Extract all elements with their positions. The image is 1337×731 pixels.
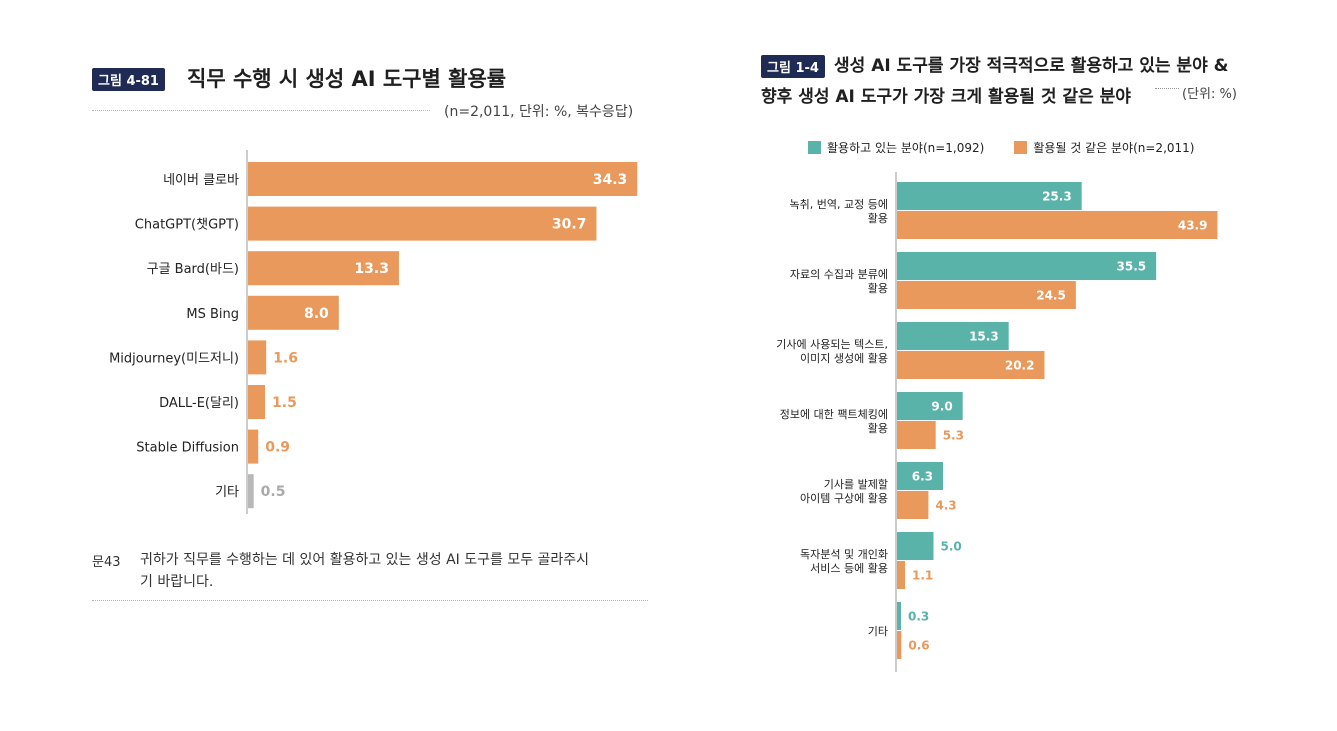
right-category-label: 기사를 발제할: [824, 478, 888, 491]
left-value-label: 0.9: [265, 440, 290, 456]
right-bar-future: [897, 561, 906, 589]
left-bar: [248, 251, 399, 286]
right-bar-future: [897, 491, 929, 519]
legend-swatch-orange: [1014, 141, 1028, 154]
right-figure-note: (단위: %): [1182, 87, 1237, 102]
question-divider: [92, 600, 648, 601]
right-bar-current: [897, 252, 1157, 280]
left-bar: [248, 429, 259, 464]
right-bar-current: [897, 602, 901, 630]
right-value-label: 0.6: [908, 639, 929, 653]
right-bar-future: [897, 281, 1076, 309]
question-text: 귀하가 직무를 수행하는 데 있어 활용하고 있는 생성 AI 도구를 모두 골…: [140, 549, 660, 593]
right-value-label: 9.0: [931, 400, 952, 414]
left-value-label: 13.3: [354, 261, 389, 277]
left-category-label: 네이버 클로바: [163, 173, 239, 188]
right-value-label: 5.3: [943, 429, 964, 443]
left-bar: [248, 206, 597, 241]
left-category-label: Stable Diffusion: [136, 441, 239, 456]
right-title-leader-dots: [1155, 88, 1179, 89]
left-category-label: 구글 Bard(바드): [147, 262, 239, 277]
right-category-label: 활용: [868, 211, 888, 225]
left-value-label: 0.5: [261, 484, 286, 500]
left-value-label: 1.6: [273, 350, 298, 366]
right-bar-current: [897, 392, 963, 420]
right-category-label: 정보에 대한 팩트체킹에: [780, 408, 888, 421]
right-bar-current: [897, 462, 943, 490]
left-bar-chart: 네이버 클로바 34.3 ChatGPT(챗GPT) 30.7 구글 Bard(바드) 1…: [109, 150, 638, 514]
right-value-label: 4.3: [935, 499, 956, 513]
right-bar-current: [897, 322, 1009, 350]
right-figure-title-line2: 향후 생성 AI 도구가 가장 크게 활용될 것 같은 분야: [761, 87, 1131, 107]
left-value-label: 34.3: [593, 172, 628, 188]
right-bar-future: [897, 351, 1045, 379]
right-chart-legend: 활용하고 있는 분야(n=1,092) 활용될 것 같은 분야(n=2,011): [808, 139, 1194, 156]
left-bar: [248, 340, 267, 375]
left-category-label: MS Bing: [186, 307, 239, 322]
right-bar-current: [897, 182, 1082, 210]
left-category-label: 기타: [215, 485, 239, 500]
right-category-label: 기사에 사용되는 텍스트,: [776, 338, 888, 351]
left-value-label: 30.7: [552, 217, 587, 233]
legend-swatch-teal: [808, 141, 821, 154]
legend-item-future: 활용될 것 같은 분야(n=2,011): [1014, 139, 1194, 156]
right-bar-current: [897, 532, 934, 560]
right-value-label: 25.3: [1042, 190, 1072, 204]
left-value-label: 8.0: [304, 306, 329, 322]
right-category-label: 활용: [868, 281, 888, 295]
left-value-label: 1.5: [272, 395, 297, 411]
left-title-divider: [92, 110, 430, 111]
legend-label-future: 활용될 것 같은 분야(n=2,011): [1033, 141, 1195, 155]
question-number: 문43: [92, 555, 121, 570]
legend-item-current: 활용하고 있는 분야(n=1,092): [808, 139, 984, 156]
right-category-label: 활용: [868, 421, 888, 435]
question-text-line2: 기 바랍니다.: [140, 574, 214, 590]
right-bar-future: [897, 421, 936, 449]
right-bar-future: [897, 631, 902, 659]
right-value-label: 5.0: [941, 540, 962, 554]
right-category-label: 이미지 생성에 활용: [800, 351, 888, 365]
question-text-line1: 귀하가 직무를 수행하는 데 있어 활용하고 있는 생성 AI 도구를 모두 골…: [140, 552, 590, 568]
right-category-label: 독자분석 및 개인화: [800, 548, 888, 561]
right-value-label: 6.3: [912, 470, 933, 484]
right-figure-title-line1: 생성 AI 도구를 가장 적극적으로 활용하고 있는 분야 &: [834, 56, 1229, 76]
right-category-label: 녹취, 번역, 교정 등에: [790, 198, 888, 211]
left-bar: [248, 385, 266, 419]
right-value-label: 1.1: [912, 569, 933, 583]
right-category-label: 자료의 수집과 분류에: [790, 268, 888, 281]
right-value-label: 15.3: [969, 330, 999, 344]
right-category-label: 서비스 등에 활용: [810, 561, 888, 575]
left-figure-note: (n=2,011, 단위: %, 복수응답): [444, 104, 634, 120]
left-category-label: Midjourney(미드저니): [109, 351, 239, 366]
left-figure-title: 직무 수행 시 생성 AI 도구별 활용률: [187, 67, 507, 91]
left-figure-badge: 그림 4-81: [92, 68, 165, 91]
right-value-label: 35.5: [1117, 260, 1147, 274]
right-category-label: 기타: [868, 625, 888, 638]
legend-label-current: 활용하고 있는 분야(n=1,092): [827, 141, 985, 155]
right-value-label: 24.5: [1036, 289, 1066, 303]
right-bar-future: [897, 211, 1218, 239]
left-bar: [248, 162, 638, 196]
right-category-label: 아이템 구상에 활용: [800, 491, 888, 505]
left-category-label: ChatGPT(챗GPT): [135, 218, 239, 233]
right-figure-badge: 그림 1-4: [761, 55, 825, 78]
left-bar: [248, 474, 254, 509]
right-value-label: 0.3: [908, 610, 929, 624]
left-bar: [248, 295, 339, 330]
right-value-label: 43.9: [1178, 219, 1208, 233]
right-value-label: 20.2: [1005, 359, 1035, 373]
left-category-label: DALL-E(달리): [159, 396, 239, 411]
